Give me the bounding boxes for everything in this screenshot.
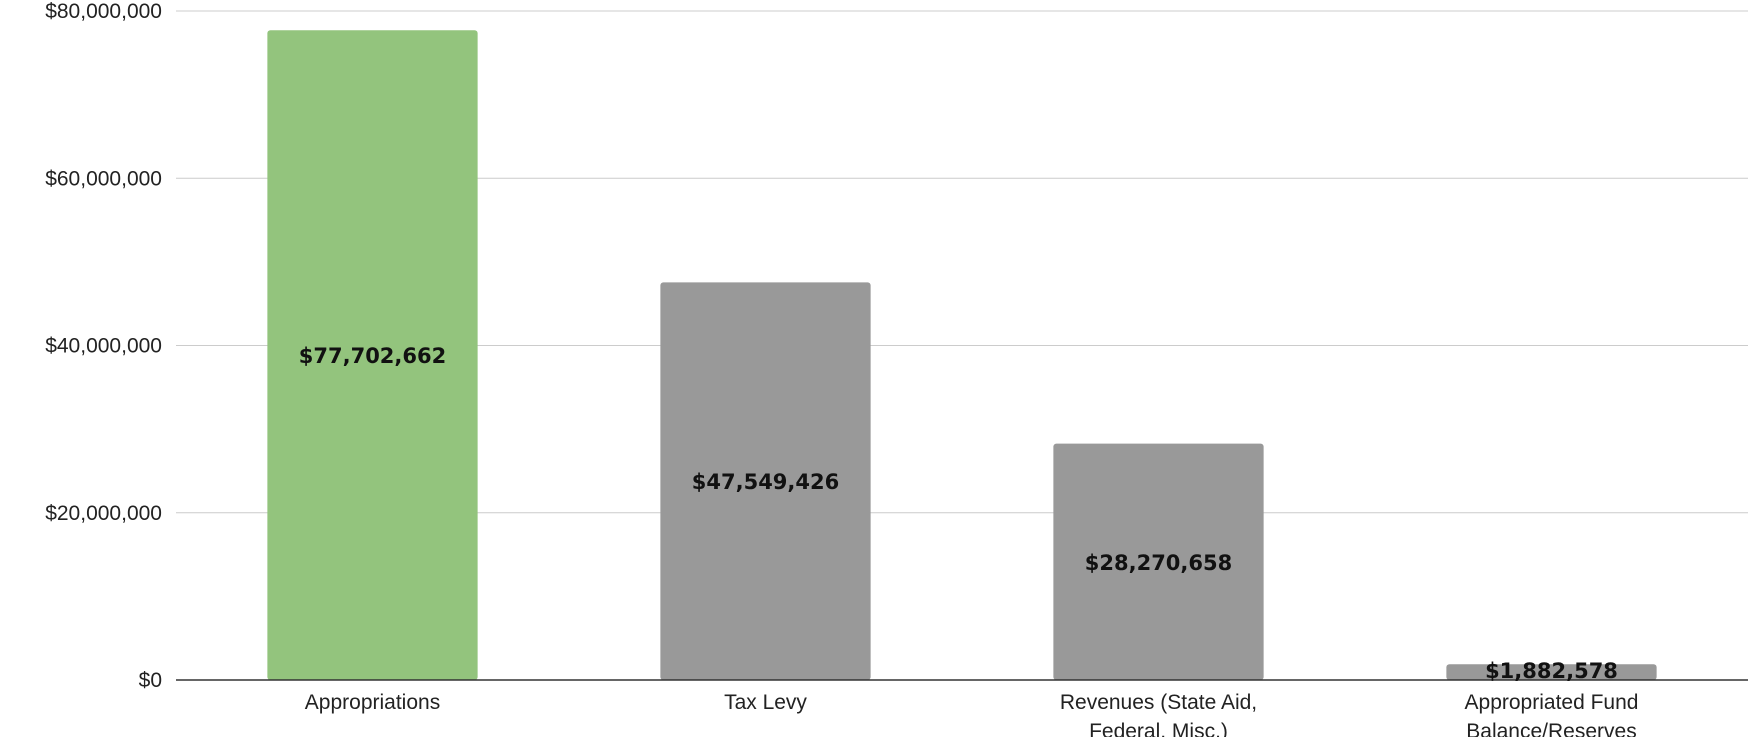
category-label: Federal, Misc.) bbox=[1089, 720, 1228, 737]
data-label: $77,702,662 bbox=[299, 344, 446, 368]
category-label: Tax Levy bbox=[724, 691, 807, 714]
y-tick-label: $40,000,000 bbox=[45, 335, 162, 358]
bar bbox=[267, 30, 478, 681]
category-label: Appropriated Fund bbox=[1465, 691, 1639, 714]
category-label: Revenues (State Aid, bbox=[1060, 691, 1257, 714]
y-tick-label: $80,000,000 bbox=[45, 0, 162, 23]
y-tick-label: $60,000,000 bbox=[45, 167, 162, 190]
data-label: $28,270,658 bbox=[1085, 551, 1232, 575]
data-label: $1,882,578 bbox=[1485, 659, 1618, 683]
bar bbox=[660, 282, 871, 680]
label-layer: $0 $20,000,000 $40,000,000 $60,000,000 $80,0… bbox=[45, 0, 1638, 737]
y-tick-label: $0 bbox=[139, 669, 162, 692]
category-label: Appropriations bbox=[305, 691, 440, 714]
y-tick-label: $20,000,000 bbox=[45, 502, 162, 525]
category-label: Balance/Reserves bbox=[1466, 720, 1636, 737]
bar bbox=[1053, 443, 1264, 680]
bar bbox=[1446, 664, 1657, 680]
data-label: $47,549,426 bbox=[692, 470, 839, 494]
bar-layer bbox=[176, 30, 1748, 681]
